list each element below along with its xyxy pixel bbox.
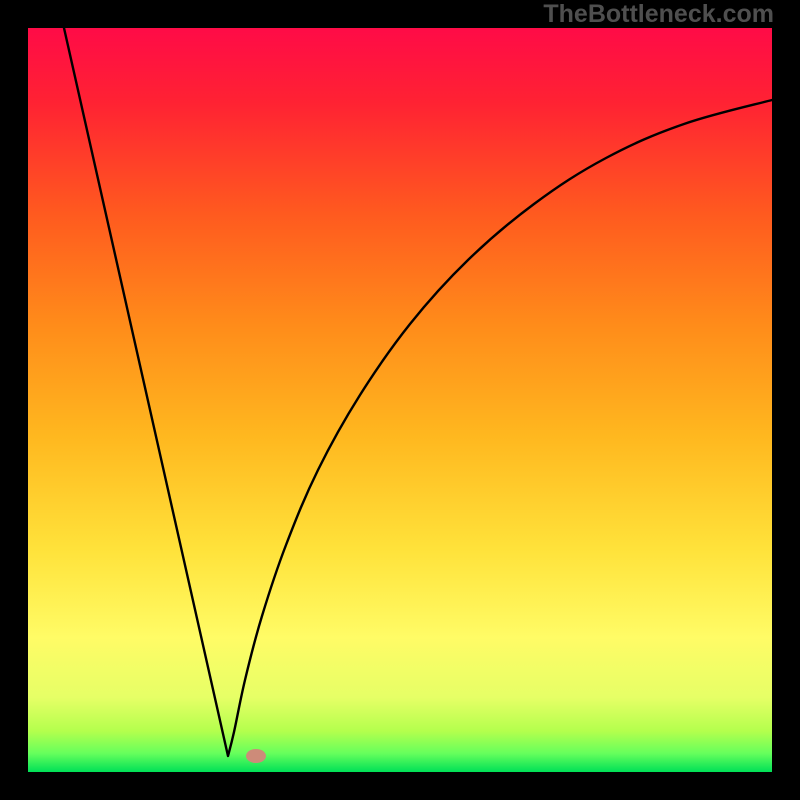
curve-path (64, 28, 772, 756)
watermark-text: TheBottleneck.com (543, 0, 774, 29)
bottleneck-curve (0, 0, 800, 800)
